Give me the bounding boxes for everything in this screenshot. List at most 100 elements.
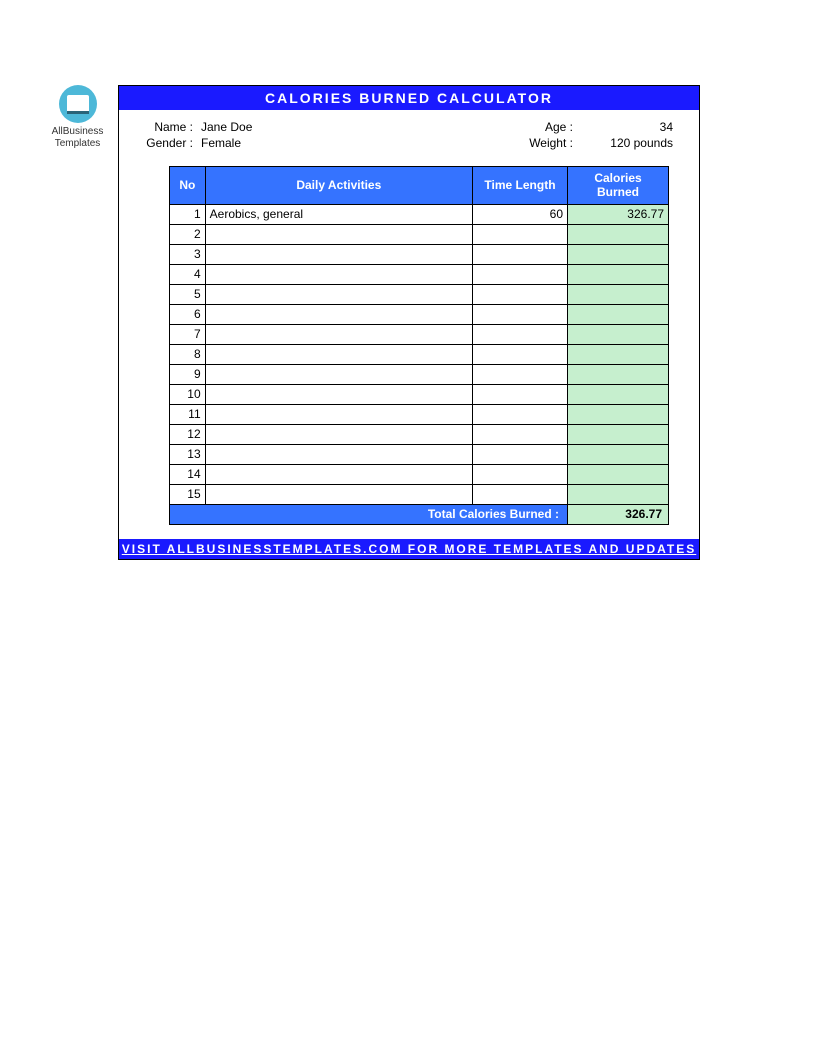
weight-label: Weight : [415,136,573,150]
age-value: 34 [573,120,683,134]
row-time[interactable] [472,424,567,444]
row-calories [568,484,669,504]
row-time[interactable] [472,264,567,284]
logo-text-line1: AllBusiness [40,126,115,138]
table-row: 4 [170,264,669,284]
info-row-1: Name : Jane Doe Age : 34 [135,120,683,134]
row-time[interactable] [472,224,567,244]
row-time[interactable] [472,284,567,304]
row-no: 8 [170,344,206,364]
row-no: 14 [170,464,206,484]
info-age-group: Age : 34 [415,120,683,134]
row-no: 9 [170,364,206,384]
row-no: 10 [170,384,206,404]
row-no: 4 [170,264,206,284]
row-activity[interactable] [205,364,472,384]
row-calories [568,344,669,364]
info-weight-group: Weight : 120 pounds [415,136,683,150]
table-row: 11 [170,404,669,424]
row-activity[interactable] [205,284,472,304]
table-row: 13 [170,444,669,464]
row-time[interactable] [472,444,567,464]
gender-label: Gender : [135,136,193,150]
info-name-group: Name : Jane Doe [135,120,415,134]
table-header-row: No Daily Activities Time Length Calories… [170,167,669,205]
row-activity[interactable] [205,464,472,484]
row-time[interactable] [472,464,567,484]
row-no: 7 [170,324,206,344]
row-time[interactable] [472,324,567,344]
row-activity[interactable] [205,404,472,424]
row-calories [568,384,669,404]
total-row: Total Calories Burned :326.77 [170,504,669,524]
table-row: 12 [170,424,669,444]
header-no: No [170,167,206,205]
logo-text-line2: Templates [40,138,115,150]
logo-area: AllBusiness Templates [40,85,115,150]
row-time[interactable] [472,404,567,424]
row-calories [568,404,669,424]
row-no: 6 [170,304,206,324]
gender-value: Female [193,136,241,150]
title-bar: CALORIES BURNED CALCULATOR [119,86,699,110]
row-activity[interactable] [205,324,472,344]
table-row: 7 [170,324,669,344]
main-content: CALORIES BURNED CALCULATOR Name : Jane D… [118,85,700,560]
row-calories [568,264,669,284]
row-calories [568,244,669,264]
table-row: 3 [170,244,669,264]
table-row: 14 [170,464,669,484]
table-row: 9 [170,364,669,384]
total-label: Total Calories Burned : [170,504,568,524]
header-activity: Daily Activities [205,167,472,205]
header-calories: Calories Burned [568,167,669,205]
total-value: 326.77 [568,504,669,524]
row-calories [568,424,669,444]
row-calories [568,224,669,244]
row-no: 5 [170,284,206,304]
row-time[interactable] [472,364,567,384]
row-calories: 326.77 [568,204,669,224]
row-activity[interactable] [205,424,472,444]
info-row-2: Gender : Female Weight : 120 pounds [135,136,683,150]
row-calories [568,464,669,484]
row-no: 3 [170,244,206,264]
weight-value: 120 pounds [573,136,683,150]
row-no: 15 [170,484,206,504]
row-activity[interactable] [205,244,472,264]
row-calories [568,444,669,464]
table-row: 2 [170,224,669,244]
row-time[interactable]: 60 [472,204,567,224]
row-activity[interactable] [205,224,472,244]
table-row: 5 [170,284,669,304]
row-activity[interactable] [205,444,472,464]
row-activity[interactable] [205,344,472,364]
row-time[interactable] [472,304,567,324]
row-time[interactable] [472,244,567,264]
row-calories [568,324,669,344]
row-activity[interactable] [205,264,472,284]
row-calories [568,284,669,304]
name-label: Name : [135,120,193,134]
table-row: 6 [170,304,669,324]
footer-bar[interactable]: VISIT ALLBUSINESSTEMPLATES.COM FOR MORE … [119,539,699,559]
row-time[interactable] [472,384,567,404]
table-wrapper: No Daily Activities Time Length Calories… [119,166,699,539]
row-activity[interactable] [205,304,472,324]
row-time[interactable] [472,484,567,504]
header-time: Time Length [472,167,567,205]
row-activity[interactable] [205,384,472,404]
row-no: 1 [170,204,206,224]
info-section: Name : Jane Doe Age : 34 Gender : Female… [119,110,699,166]
row-activity[interactable]: Aerobics, general [205,204,472,224]
row-no: 13 [170,444,206,464]
row-time[interactable] [472,344,567,364]
activities-table: No Daily Activities Time Length Calories… [169,166,669,525]
logo-icon [59,85,97,123]
row-activity[interactable] [205,484,472,504]
table-row: 10 [170,384,669,404]
table-row: 8 [170,344,669,364]
age-label: Age : [415,120,573,134]
row-no: 2 [170,224,206,244]
info-gender-group: Gender : Female [135,136,415,150]
